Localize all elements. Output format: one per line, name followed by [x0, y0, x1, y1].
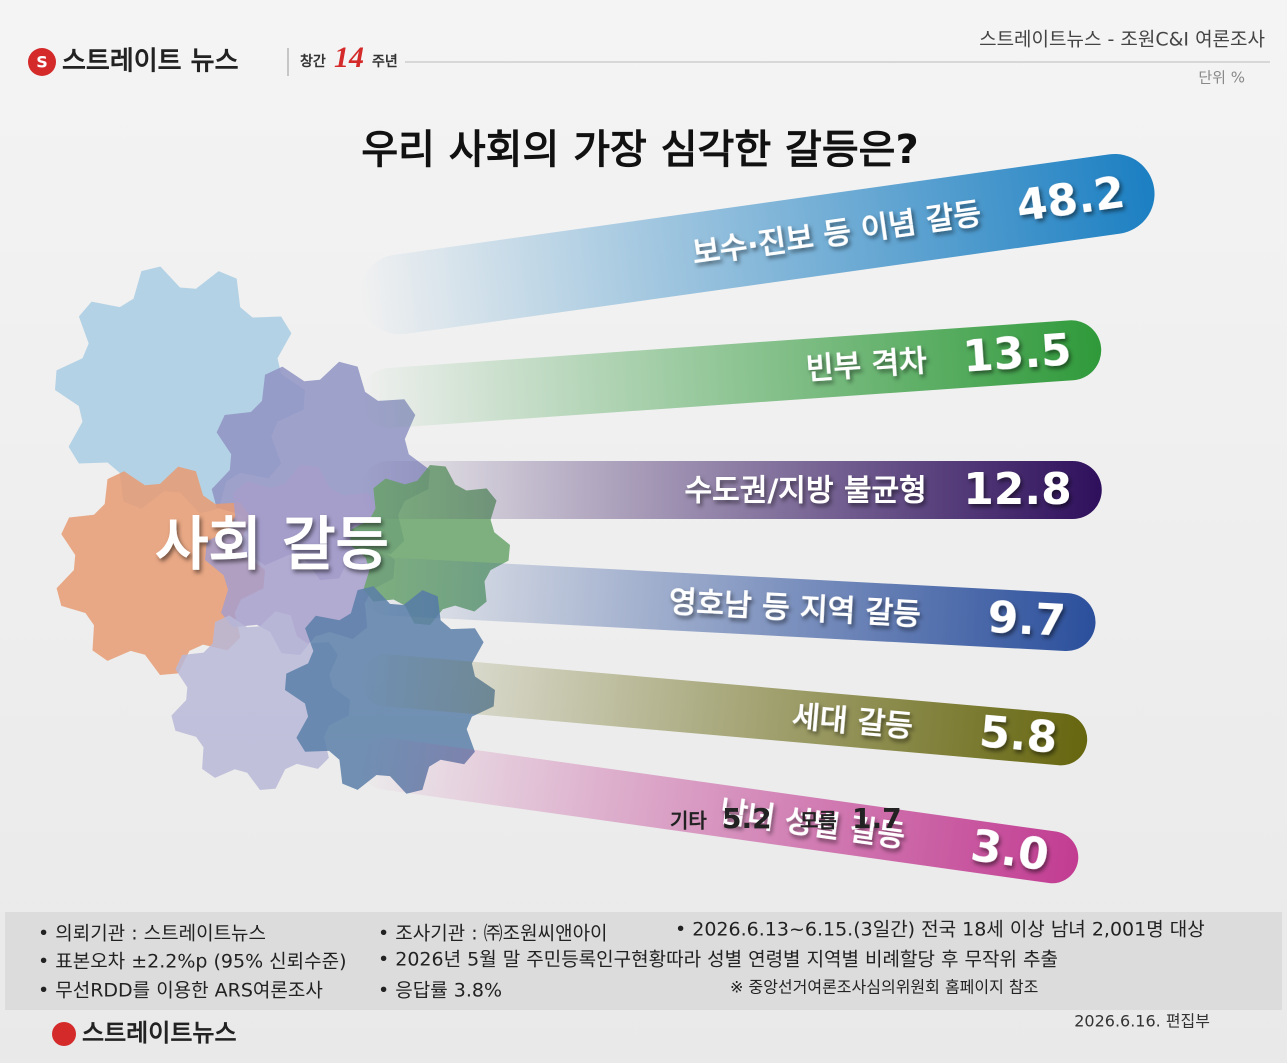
footer-date: 2026.6.16. 편집부 [1074, 1012, 1210, 1031]
ribbon: 빈부 격차 13.5 [359, 320, 1102, 428]
footer-brand: 스트레이트뉴스 [82, 1019, 237, 1047]
footer-note: • 의뢰기관 : 스트레이트뉴스 [38, 923, 266, 945]
anniv-number: 14 [334, 41, 364, 74]
unit: 단위 % [1198, 69, 1245, 87]
footer-note: • 2026년 5월 말 주민등록인구현황따라 성별 연령별 지역별 비례할당 … [378, 949, 1058, 971]
value-label: 13.5 [961, 324, 1073, 382]
footer-note: • 조사기관 : ㈜조원씨앤아이 [378, 923, 608, 945]
gear [56, 466, 265, 675]
other-value: 1.7 [852, 802, 902, 835]
source: 스트레이트뉴스 - 조원C&I 여론조사 [979, 29, 1265, 51]
bar [359, 153, 1155, 335]
category-label: 빈부 격차 [805, 344, 928, 387]
value-label: 9.7 [986, 592, 1067, 647]
ribbon: 세대 갈등 5.8 [359, 654, 1088, 766]
bar [359, 737, 1079, 884]
bar [359, 557, 1096, 652]
brand: 스트레이트 뉴스 [62, 47, 239, 77]
logo-mark [28, 48, 56, 76]
bar [360, 461, 1102, 519]
chart-title: 우리 사회의 가장 심각한 갈등은? [361, 127, 918, 173]
footer-note: • 무선RDD를 이용한 ARS여론조사 [38, 980, 323, 1002]
logo-s: S [36, 53, 48, 72]
anniv-suffix: 주년 [372, 54, 398, 70]
ribbon: 보수·진보 등 이념 갈등 48.2 [359, 153, 1155, 335]
other-label: 모름 [800, 809, 837, 833]
gear [205, 465, 395, 655]
other-value: 5.2 [722, 802, 772, 835]
footer-notes: • 의뢰기관 : 스트레이트뉴스 • 조사기관 : ㈜조원씨앤아이 • 2026.6… [38, 919, 1205, 1002]
center-label: 사회 갈등 [155, 510, 389, 578]
value-label: 3.0 [968, 820, 1052, 881]
bar [359, 320, 1102, 428]
footer-note: ※ 중앙선거여론조사심의위원회 홈페이지 참조 [730, 978, 1038, 997]
bar [359, 654, 1088, 766]
value-label: 12.8 [963, 464, 1072, 515]
footer-note: • 응답률 3.8% [378, 980, 502, 1002]
footer-note: • 표본오차 ±2.2%p (95% 신뢰수준) [38, 951, 347, 973]
footer-logo-mark [52, 1022, 76, 1046]
ribbons: 보수·진보 등 이념 갈등 48.2 빈부 격차 13.5 수도권/지방 불균형 12.8… [359, 153, 1155, 884]
footer-band [5, 912, 1282, 1010]
other-label: 기타 [670, 809, 707, 833]
ribbon: 영호남 등 지역 갈등 9.7 [359, 557, 1096, 652]
value-label: 5.8 [977, 706, 1059, 764]
category-label: 수도권/지방 불균형 [685, 474, 927, 509]
anniv-prefix: 창간 [300, 53, 326, 70]
ribbon: 수도권/지방 불균형 12.8 [360, 461, 1102, 519]
footer-note: • 2026.6.13~6.15.(3일간) 전국 18세 이상 남녀 2,00… [675, 919, 1205, 941]
